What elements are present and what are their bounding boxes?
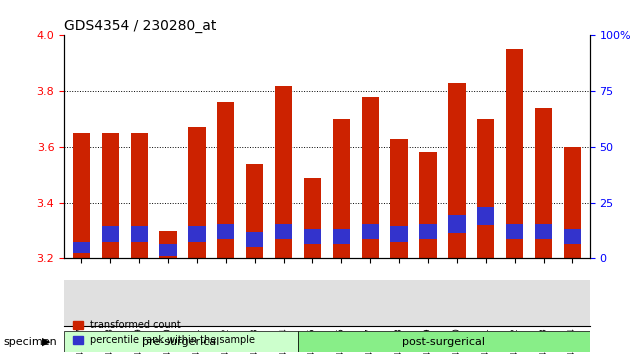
Bar bbox=[390, 226, 408, 242]
Bar bbox=[188, 226, 206, 242]
Bar bbox=[477, 119, 494, 258]
Legend: transformed count, percentile rank within the sample: transformed count, percentile rank withi… bbox=[69, 316, 259, 349]
Bar bbox=[448, 215, 465, 233]
Text: post-surgerical: post-surgerical bbox=[402, 337, 485, 347]
Bar bbox=[131, 226, 148, 242]
Bar bbox=[506, 224, 523, 239]
Bar bbox=[246, 164, 263, 258]
Bar bbox=[102, 133, 119, 258]
Bar bbox=[563, 229, 581, 245]
Bar bbox=[73, 133, 90, 258]
Bar bbox=[73, 242, 90, 253]
Bar bbox=[333, 119, 350, 258]
Text: specimen: specimen bbox=[3, 337, 57, 347]
Bar bbox=[64, 331, 297, 352]
Bar bbox=[304, 178, 321, 258]
Bar bbox=[419, 224, 437, 239]
Bar bbox=[477, 207, 494, 225]
Text: pre-surgerical: pre-surgerical bbox=[142, 337, 220, 347]
Bar bbox=[362, 97, 379, 258]
Bar bbox=[535, 224, 552, 239]
Bar bbox=[419, 153, 437, 258]
Bar bbox=[160, 230, 177, 258]
Bar bbox=[275, 86, 292, 258]
Text: GDS4354 / 230280_at: GDS4354 / 230280_at bbox=[64, 19, 217, 33]
Bar bbox=[362, 224, 379, 239]
Bar bbox=[563, 147, 581, 258]
Bar bbox=[390, 138, 408, 258]
Bar bbox=[102, 226, 119, 242]
Bar bbox=[217, 102, 235, 258]
Text: ▶: ▶ bbox=[42, 337, 50, 347]
Bar bbox=[333, 229, 350, 245]
Bar bbox=[448, 83, 465, 258]
Bar bbox=[131, 133, 148, 258]
Bar bbox=[275, 224, 292, 239]
Bar bbox=[246, 232, 263, 247]
Bar bbox=[160, 245, 177, 256]
Bar bbox=[506, 49, 523, 258]
Bar bbox=[188, 127, 206, 258]
Bar bbox=[535, 108, 552, 258]
Bar bbox=[217, 224, 235, 239]
Bar bbox=[297, 331, 590, 352]
Bar bbox=[304, 229, 321, 245]
